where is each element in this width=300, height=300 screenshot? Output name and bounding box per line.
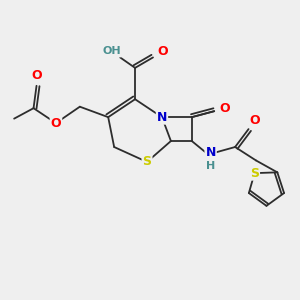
Text: O: O: [219, 102, 230, 115]
Text: N: N: [157, 111, 167, 124]
Text: S: S: [142, 155, 152, 168]
Text: O: O: [249, 114, 260, 127]
Text: N: N: [206, 146, 216, 159]
Text: O: O: [157, 45, 168, 58]
Text: O: O: [32, 69, 42, 82]
Text: O: O: [51, 117, 61, 130]
Text: OH: OH: [103, 46, 121, 56]
Text: H: H: [206, 161, 215, 171]
Text: S: S: [250, 167, 259, 180]
